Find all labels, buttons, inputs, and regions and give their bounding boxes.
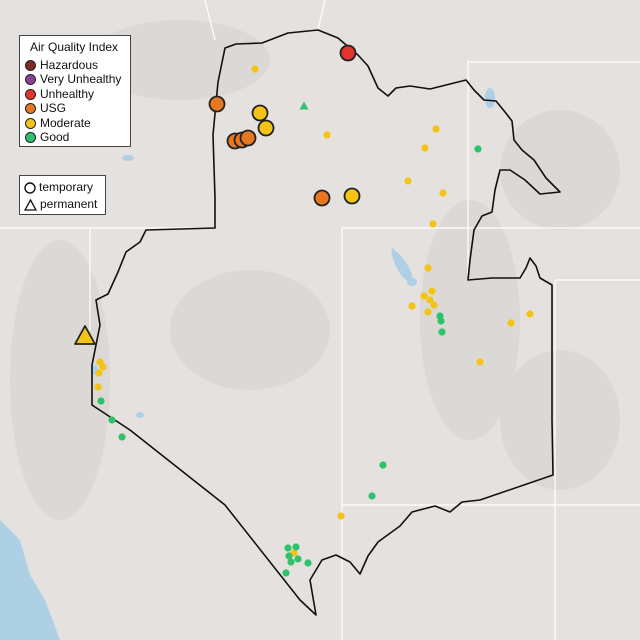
- good-sensor-dot[interactable]: [437, 317, 445, 325]
- good-sensor-dot[interactable]: [118, 433, 126, 441]
- very-unhealthy-swatch: [25, 74, 36, 85]
- moderate-sensor-dot[interactable]: [430, 301, 438, 309]
- legend-item-temporary: temporary: [24, 179, 93, 195]
- good-sensor-dot[interactable]: [474, 145, 482, 153]
- good-sensor-dot[interactable]: [438, 328, 446, 336]
- moderate-sensor-dot[interactable]: [421, 144, 429, 152]
- good-sensor-dot[interactable]: [285, 552, 293, 560]
- moderate-sensor-dot[interactable]: [424, 264, 432, 272]
- moderate-sensor-dot[interactable]: [251, 65, 259, 73]
- moderate-sensor-dot[interactable]: [476, 358, 484, 366]
- usg-monitor-marker[interactable]: [208, 95, 226, 113]
- legend-item-hazardous: Hazardous: [25, 58, 98, 72]
- moderate-sensor-dot[interactable]: [426, 296, 434, 304]
- moderate-sensor-dot[interactable]: [439, 189, 447, 197]
- moderate-monitor-marker[interactable]: [257, 119, 275, 137]
- usg-monitor-marker[interactable]: [239, 129, 257, 147]
- moderate-sensor-dot[interactable]: [507, 319, 515, 327]
- legend-label: temporary: [39, 180, 94, 194]
- good-swatch: [25, 132, 36, 143]
- monitor-markers: [74, 44, 534, 577]
- legend-label: USG: [40, 101, 67, 115]
- moderate-sensor-dot[interactable]: [323, 131, 331, 139]
- legend-item-usg: USG: [25, 101, 66, 115]
- legend-label: Unhealthy: [40, 87, 95, 101]
- moderate-sensor-dot[interactable]: [404, 177, 412, 185]
- legend-label: Moderate: [40, 116, 91, 130]
- moderate-sensor-dot[interactable]: [94, 383, 102, 391]
- good-sensor-dot[interactable]: [379, 461, 387, 469]
- unhealthy-swatch: [25, 89, 36, 100]
- legend-title: Air Quality Index: [30, 40, 119, 54]
- good-sensor-dot[interactable]: [368, 492, 376, 500]
- moderate-monitor-marker[interactable]: [343, 187, 361, 205]
- moderate-swatch: [25, 118, 36, 129]
- legend-label: Hazardous: [40, 58, 99, 72]
- moderate-sensor-dot[interactable]: [408, 302, 416, 310]
- legend-item-good: Good: [25, 130, 69, 144]
- legend-item-permanent: permanent: [23, 196, 98, 212]
- usg-monitor-marker[interactable]: [313, 189, 331, 207]
- moderate-sensor-dot[interactable]: [99, 363, 107, 371]
- moderate-sensor-dot[interactable]: [337, 512, 345, 520]
- aqi-legend: Air Quality Index Hazardous Very Unhealt…: [19, 35, 131, 147]
- good-sensor-dot[interactable]: [304, 559, 312, 567]
- hazardous-swatch: [25, 60, 36, 71]
- moderate-sensor-dot[interactable]: [420, 292, 428, 300]
- good-sensor-dot[interactable]: [292, 543, 300, 551]
- legend-item-moderate: Moderate: [25, 116, 91, 130]
- legend-label: Good: [40, 130, 70, 144]
- legend-item-unhealthy: Unhealthy: [25, 87, 94, 101]
- pacific-ocean: [0, 520, 60, 640]
- good-sensor-dot[interactable]: [287, 558, 295, 566]
- good-permanent-sensor-marker[interactable]: [299, 101, 309, 110]
- legend-item-very-unhealthy: Very Unhealthy: [25, 72, 121, 86]
- moderate-sensor-dot[interactable]: [95, 369, 103, 377]
- good-sensor-dot[interactable]: [284, 544, 292, 552]
- good-sensor-dot[interactable]: [108, 416, 116, 424]
- good-sensor-dot[interactable]: [294, 555, 302, 563]
- good-sensor-dot[interactable]: [97, 397, 105, 405]
- terrain-shading: [10, 20, 620, 520]
- triangle-icon: [23, 198, 38, 211]
- moderate-permanent-monitor-marker[interactable]: [74, 325, 96, 345]
- moderate-monitor-marker[interactable]: [251, 104, 269, 122]
- usg-swatch: [25, 103, 36, 114]
- good-sensor-dot[interactable]: [282, 569, 290, 577]
- moderate-sensor-dot[interactable]: [428, 287, 436, 295]
- lakes: [92, 88, 495, 418]
- moderate-sensor-dot[interactable]: [432, 125, 440, 133]
- moderate-sensor-dot[interactable]: [429, 220, 437, 228]
- moderate-sensor-dot[interactable]: [424, 308, 432, 316]
- moderate-sensor-dot[interactable]: [526, 310, 534, 318]
- region-boundary: [91, 29, 561, 616]
- legend-label: Very Unhealthy: [40, 72, 122, 86]
- unhealthy-monitor-marker[interactable]: [339, 44, 357, 62]
- monitor-type-legend: temporary permanent: [19, 175, 106, 215]
- circle-icon: [24, 182, 36, 194]
- legend-label: permanent: [40, 197, 98, 211]
